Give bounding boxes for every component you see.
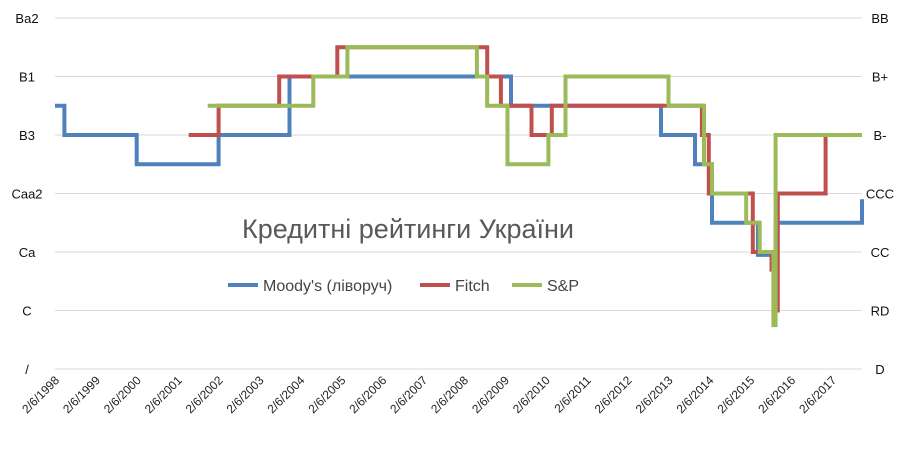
right-axis-label: B-	[874, 128, 887, 143]
x-axis-label: 2/6/2004	[265, 373, 308, 416]
series-lines	[55, 45, 864, 328]
x-axis-label: 2/6/2012	[592, 373, 635, 416]
left-axis-label: Caa2	[11, 187, 42, 202]
x-axis-label: 2/6/1998	[19, 373, 62, 416]
x-axis-label: 2/6/2010	[510, 373, 553, 416]
x-axis-label: 2/6/2003	[224, 373, 267, 416]
right-axis-label: CCC	[866, 187, 894, 202]
left-axis-label: Ba2	[15, 11, 38, 26]
x-axis-label: 2/6/2014	[674, 373, 717, 416]
x-axis-label: 2/6/2001	[142, 373, 185, 416]
right-axis-label: RD	[871, 304, 890, 319]
x-axis-label: 2/6/2006	[346, 373, 389, 416]
x-axis-label: 2/6/2017	[796, 373, 839, 416]
right-axis-label: D	[875, 362, 884, 377]
right-axis-label: CC	[871, 245, 890, 260]
left-axis-label: C	[22, 304, 31, 319]
x-axis-label: 2/6/2009	[469, 373, 512, 416]
left-axis-label: /	[25, 362, 29, 377]
x-axis-label: 2/6/2005	[306, 373, 349, 416]
x-axis-label: 2/6/2008	[428, 373, 471, 416]
left-axis-label: Ca	[19, 245, 36, 260]
series-line	[188, 45, 828, 313]
legend: Moody's (ліворуч) Fitch S&P	[228, 278, 579, 295]
left-axis-labels: / C Ca Caa2 B3 B1 Ba2	[11, 11, 42, 377]
x-axis-label: 2/6/2016	[755, 373, 798, 416]
series-line	[207, 45, 862, 328]
x-axis-label: 2/6/2002	[183, 373, 226, 416]
chart-title: Кредитні рейтинги України	[242, 214, 574, 244]
x-axis-label: 2/6/2007	[387, 373, 430, 416]
right-axis-label: BB	[871, 11, 888, 26]
right-axis-label: B+	[872, 70, 888, 85]
x-axis-label: 2/6/2000	[101, 373, 144, 416]
legend-label: Moody's (ліворуч)	[263, 278, 392, 295]
x-axis-label: 2/6/1999	[60, 373, 103, 416]
legend-label: S&P	[547, 278, 579, 295]
x-axis-labels: 2/6/19982/6/19992/6/20002/6/20012/6/2002…	[19, 373, 839, 416]
x-axis-label: 2/6/2015	[714, 373, 757, 416]
legend-label: Fitch	[455, 278, 490, 295]
x-axis-label: 2/6/2013	[633, 373, 676, 416]
left-axis-label: B3	[19, 128, 35, 143]
left-axis-label: B1	[19, 70, 35, 85]
x-axis-label: 2/6/2011	[551, 373, 594, 416]
